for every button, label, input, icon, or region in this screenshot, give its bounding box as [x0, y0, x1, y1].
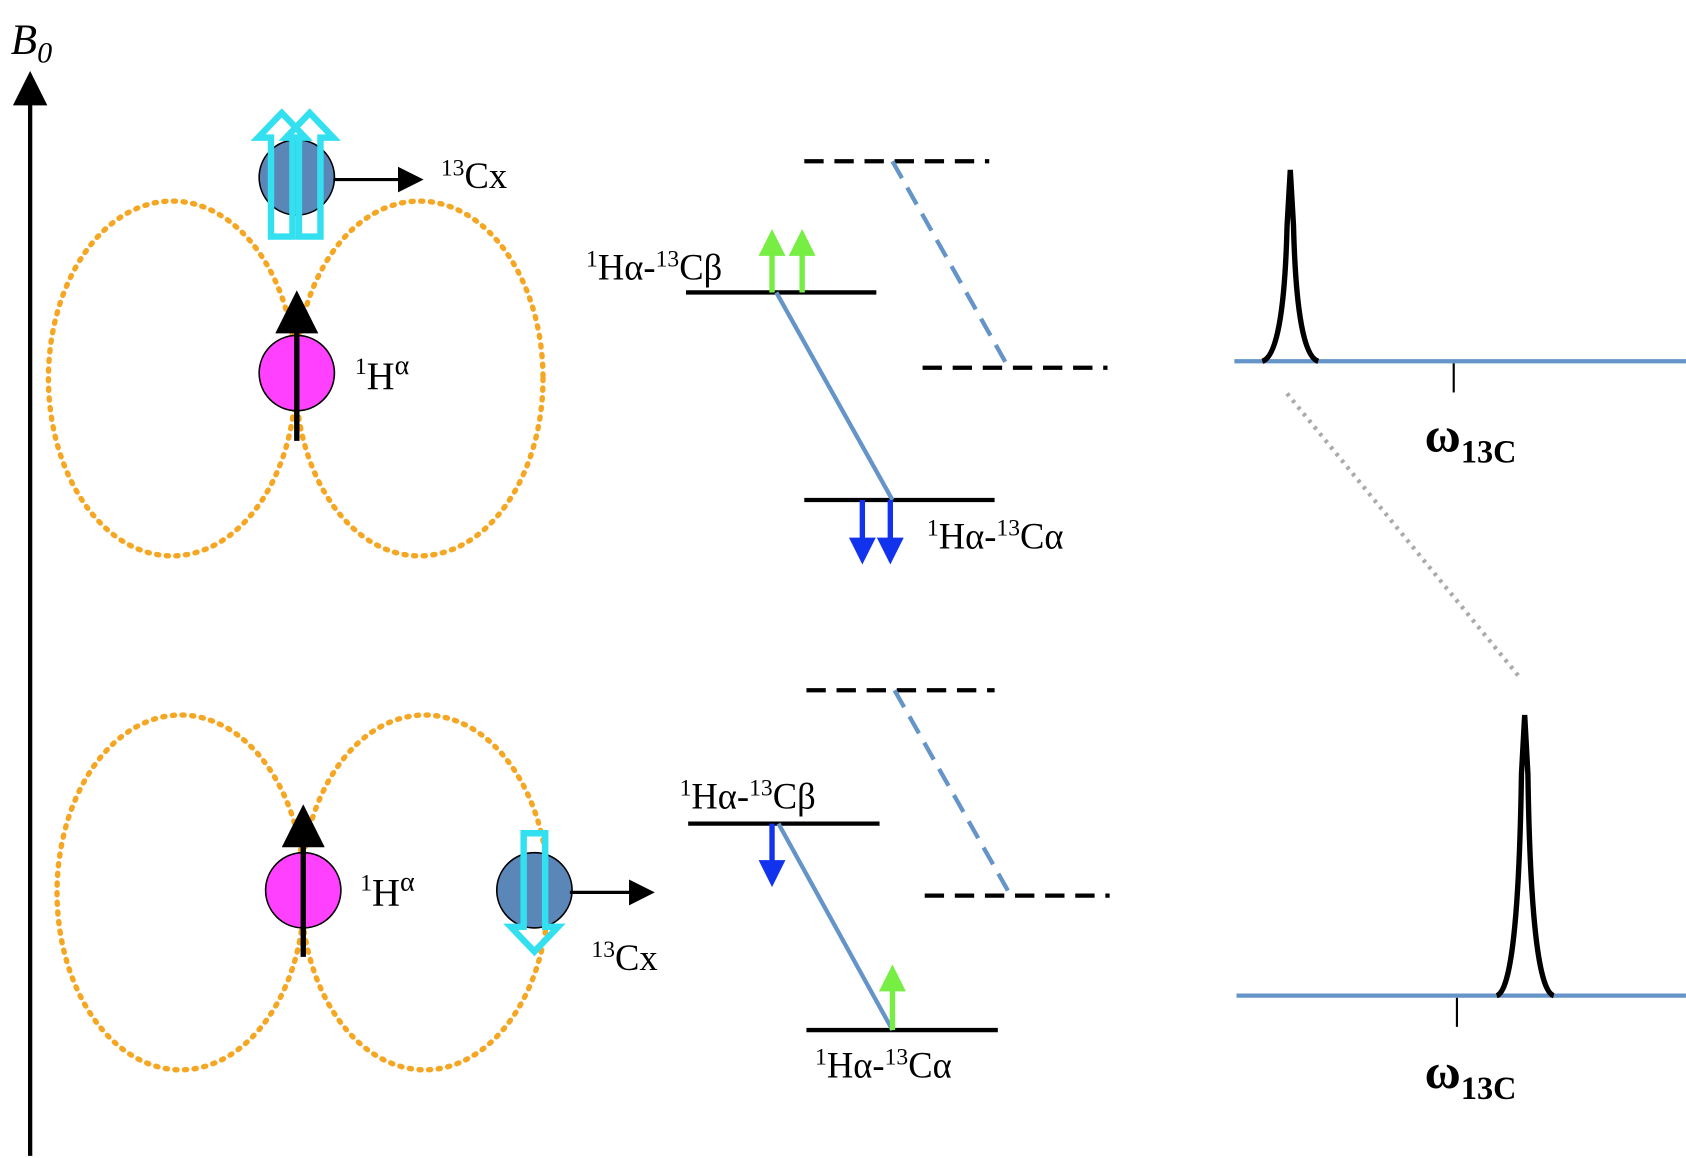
sup: α — [395, 350, 410, 381]
bottom-panel: 1Hα 13Cx 1Hα-13Cβ 1Hα-13Cα ω13C — [57, 690, 1686, 1106]
transition — [778, 824, 892, 1030]
text: Hα- — [939, 515, 997, 556]
carbon-label: 13Cx — [591, 937, 657, 978]
sup: 1 — [586, 247, 598, 273]
b0-sub: 0 — [37, 35, 52, 69]
text: Cβ — [773, 776, 816, 817]
text: Cα — [908, 1044, 952, 1085]
sub: 13C — [1461, 1070, 1517, 1106]
level-label: 1Hα-13Cα — [927, 515, 1064, 556]
text: Hα- — [691, 776, 749, 817]
text: Hα- — [827, 1044, 885, 1085]
diagram: B0 13Cx 1Hα 1Hα-13Cβ 1Hα-13Cα ω13C — [0, 0, 1686, 1158]
dipole-lobe — [48, 201, 295, 556]
frequency-label: ω13C — [1425, 1044, 1517, 1106]
carbon-label: 13Cx — [441, 155, 507, 196]
transition — [892, 161, 1008, 367]
sup: 13 — [885, 1044, 909, 1070]
b0-label: B0 — [11, 17, 52, 70]
top-panel: 13Cx 1Hα 1Hα-13Cβ 1Hα-13Cα ω13C — [48, 113, 1686, 556]
text: H — [372, 872, 400, 914]
sup: 13 — [656, 247, 680, 273]
text: Cβ — [679, 247, 722, 288]
text: Hα- — [598, 247, 656, 288]
sup: 13 — [749, 776, 773, 802]
carbon-nucleus — [497, 853, 572, 928]
text: ω — [1425, 1044, 1461, 1099]
level-label: 1Hα-13Cα — [815, 1044, 952, 1085]
proton-label: 1Hα — [355, 350, 410, 398]
transition — [895, 690, 1011, 895]
sup: 13 — [996, 515, 1020, 541]
sup: 1 — [815, 1044, 827, 1070]
sub: 13C — [1461, 433, 1517, 469]
sup: 13 — [591, 937, 615, 963]
sup: α — [400, 866, 415, 897]
level-label: 1Hα-13Cβ — [586, 247, 722, 288]
text: H — [367, 356, 395, 398]
text: Cx — [465, 155, 508, 196]
level-label: 1Hα-13Cβ — [680, 776, 816, 817]
sup: 1 — [680, 776, 692, 802]
sup: 13 — [441, 155, 465, 181]
sup: 1 — [927, 515, 939, 541]
sup: 1 — [355, 354, 367, 380]
b0-main: B — [11, 17, 37, 64]
proton-label: 1Hα — [360, 866, 415, 914]
text: Cα — [1020, 515, 1064, 556]
text: Cx — [615, 937, 658, 978]
peak — [1262, 170, 1318, 361]
transition — [776, 292, 892, 500]
frequency-label: ω13C — [1425, 408, 1517, 470]
text: ω — [1425, 408, 1461, 463]
sup: 1 — [360, 870, 372, 896]
peak — [1497, 715, 1554, 996]
